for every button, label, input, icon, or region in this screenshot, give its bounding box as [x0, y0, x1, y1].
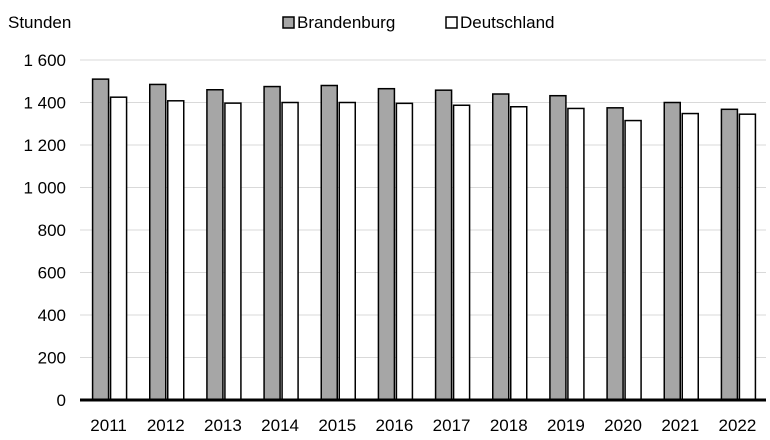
x-tick-label: 2015 [318, 416, 356, 435]
y-axis-ticks: 0 200 400 600 800 1 000 1 200 1 400 1 600 [23, 51, 66, 410]
legend-swatch-deutschland [445, 16, 458, 29]
legend-label-brandenburg: Brandenburg [297, 13, 395, 32]
legend-swatch-brandenburg [282, 16, 295, 29]
bar-deutschland-2017 [452, 104, 471, 401]
x-tick-label: 2019 [547, 416, 585, 435]
y-axis-label: Stunden [8, 13, 71, 32]
bar-brandenburg-2015 [320, 84, 338, 401]
bar-brandenburg-2018 [492, 93, 510, 401]
bar-deutschland-2021 [681, 112, 699, 401]
bar-brandenburg-2022 [720, 108, 739, 401]
y-tick-label: 1 400 [23, 94, 66, 113]
bar-brandenburg-2019 [549, 94, 567, 401]
y-tick-label: 800 [38, 221, 66, 240]
x-tick-label: 2022 [719, 416, 757, 435]
bar-deutschland-2019 [567, 107, 585, 401]
bar-deutschland-2014 [281, 101, 299, 401]
x-tick-label: 2012 [147, 416, 185, 435]
bar-deutschland-2018 [510, 106, 528, 401]
bar-brandenburg-2016 [377, 87, 396, 401]
gridlines [80, 59, 766, 358]
bar-brandenburg-2017 [434, 89, 453, 401]
bar-brandenburg-2021 [663, 101, 681, 401]
y-tick-label: 1 200 [23, 136, 66, 155]
x-axis-ticks: 2011 2012 2013 2014 2015 2016 2017 2018 2019 2020… [90, 416, 756, 435]
x-tick-label: 2020 [604, 416, 642, 435]
y-tick-label: 1 000 [23, 179, 66, 198]
bar-brandenburg-2012 [149, 83, 167, 401]
y-tick-label: 400 [38, 306, 66, 325]
y-tick-label: 600 [38, 264, 66, 283]
y-tick-label: 0 [57, 391, 66, 410]
x-tick-label: 2016 [376, 416, 414, 435]
x-tick-label: 2018 [490, 416, 528, 435]
bar-deutschland-2012 [167, 100, 185, 401]
bar-brandenburg-2020 [606, 107, 624, 401]
x-tick-label: 2021 [661, 416, 699, 435]
bar-brandenburg-2011 [91, 78, 110, 401]
bar-deutschland-2015 [338, 101, 356, 401]
bar-deutschland-2011 [109, 96, 128, 401]
x-tick-label: 2013 [204, 416, 242, 435]
x-tick-label: 2017 [433, 416, 471, 435]
bar-brandenburg-2014 [263, 85, 281, 401]
legend-label-deutschland: Deutschland [460, 13, 555, 32]
bar-deutschland-2013 [224, 102, 242, 401]
y-tick-label: 200 [38, 349, 66, 368]
bar-brandenburg-2013 [206, 89, 224, 401]
y-tick-label: 1 600 [23, 51, 66, 70]
bar-deutschland-2016 [395, 102, 414, 401]
legend: Brandenburg Deutschland [282, 13, 555, 32]
bar-deutschland-2020 [624, 119, 642, 401]
bar-deutschland-2022 [738, 113, 757, 401]
bars [91, 78, 757, 401]
x-tick-label: 2011 [90, 416, 127, 435]
x-tick-label: 2014 [261, 416, 299, 435]
